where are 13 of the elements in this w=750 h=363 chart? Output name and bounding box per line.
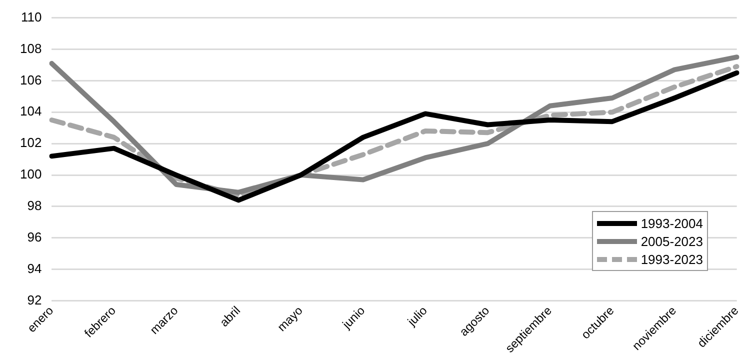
y-tick-label: 98	[27, 198, 42, 214]
y-tick-label: 102	[20, 135, 42, 150]
y-tick-label: 100	[20, 166, 42, 182]
y-tick-label: 106	[20, 72, 42, 88]
legend-label: 2005-2023	[640, 234, 703, 248]
y-tick-label: 108	[20, 40, 42, 56]
legend-label: 1993-2023	[640, 252, 703, 266]
y-tick-label: 96	[27, 230, 42, 245]
y-tick-label: 104	[20, 104, 42, 119]
y-tick-label: 94	[27, 260, 42, 276]
y-tick-label: 92	[27, 292, 42, 308]
legend-label: 1993-2004	[640, 216, 703, 230]
y-tick-label: 110	[20, 9, 42, 24]
